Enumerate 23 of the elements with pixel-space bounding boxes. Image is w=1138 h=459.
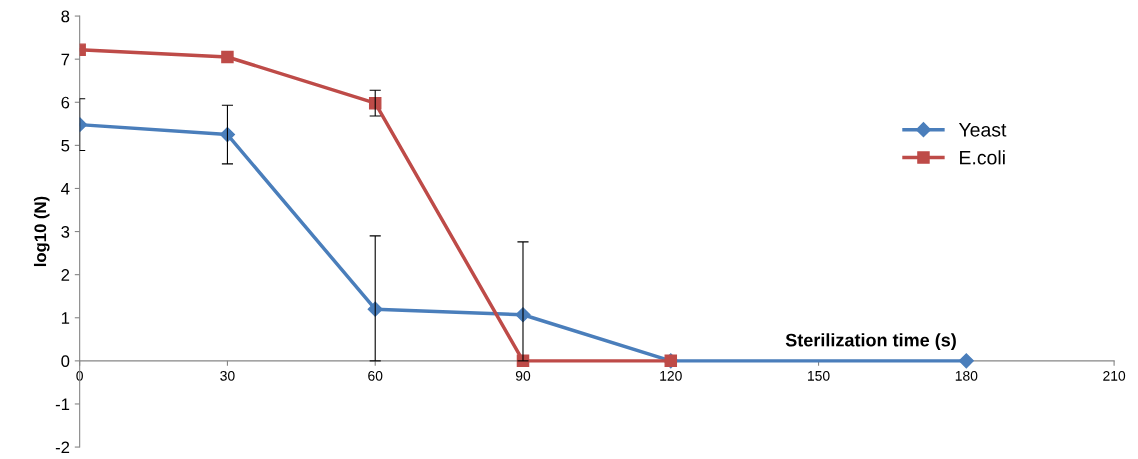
x-axis-title: Sterilization time (s): [785, 333, 956, 351]
y-tick-label: 8: [61, 10, 70, 23]
x-tick-label: 60: [368, 370, 383, 381]
x-tick-label: 30: [220, 370, 235, 381]
y-tick-label: 5: [61, 139, 70, 152]
y-axis-title: log10 (N): [33, 196, 50, 267]
x-tick-label: 120: [660, 370, 682, 381]
x-tick-label: 0: [76, 370, 83, 381]
y-tick-label: -2: [55, 441, 70, 454]
x-tick-label: 210: [1103, 370, 1126, 381]
legend-label: E.coli: [960, 150, 1005, 165]
y-tick-label: 6: [61, 96, 70, 109]
legend-label: Yeast: [958, 123, 1007, 137]
y-tick-label: -1: [55, 398, 70, 410]
y-tick-label: 0: [61, 355, 70, 368]
y-tick-label: 2: [61, 269, 70, 281]
y-tick-label: 4: [61, 183, 70, 195]
y-tick-label: 3: [61, 225, 70, 238]
x-tick-label: 180: [955, 370, 978, 381]
y-tick-label: 7: [61, 53, 70, 66]
x-tick-label: 150: [808, 370, 830, 381]
x-tick-label: 90: [515, 370, 531, 381]
y-tick-label: 1: [61, 312, 70, 324]
